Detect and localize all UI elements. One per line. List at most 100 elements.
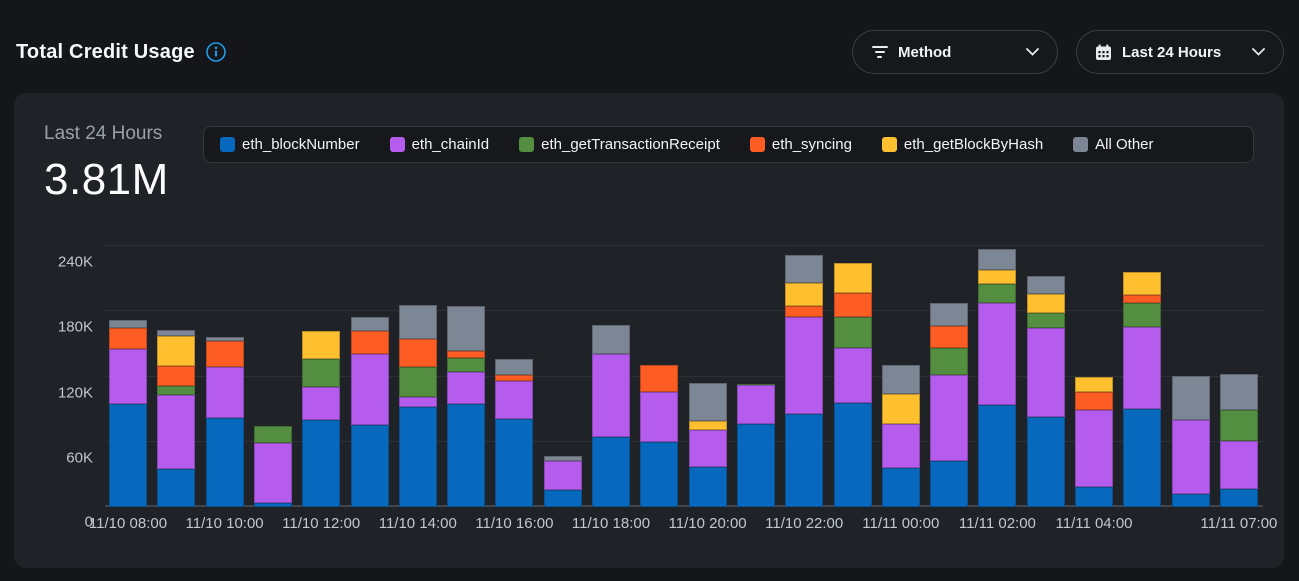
bar-column[interactable] [978, 249, 1017, 507]
bar-segment-eth-chainid[interactable] [833, 348, 872, 403]
method-filter-dropdown[interactable]: Method [852, 30, 1058, 74]
legend-item-eth-blocknumber[interactable]: eth_blockNumber [220, 136, 360, 153]
bar-segment-eth-gettransactionreceipt[interactable] [157, 386, 196, 396]
bar-segment-eth-gettransactionreceipt[interactable] [398, 366, 437, 398]
bar-segment-eth-chainid[interactable] [1171, 420, 1210, 494]
bar-column[interactable] [1075, 376, 1113, 507]
bar-segment-eth-chainid[interactable] [785, 316, 824, 414]
bar-segment-eth-syncing[interactable] [109, 327, 147, 350]
bar-segment-eth-blocknumber[interactable] [881, 467, 920, 507]
bar-segment-eth-blocknumber[interactable] [1075, 487, 1113, 507]
bar-segment-eth-chainid[interactable] [592, 353, 630, 438]
time-range-dropdown[interactable]: Last 24 Hours [1076, 30, 1284, 74]
bar-segment-eth-gettransactionreceipt[interactable] [253, 425, 292, 443]
bar-segment-eth-gettransactionreceipt[interactable] [302, 359, 341, 388]
legend-item-eth-syncing[interactable]: eth_syncing [749, 136, 852, 153]
bar-column[interactable] [736, 384, 775, 507]
bar-segment-eth-chainid[interactable] [1219, 440, 1258, 489]
bar-segment-eth-gettransactionreceipt[interactable] [1123, 302, 1162, 327]
bar-segment-eth-blocknumber[interactable] [785, 413, 824, 507]
bar-segment-eth-getblockbyhash[interactable] [302, 330, 341, 360]
bar-column[interactable] [302, 330, 341, 507]
bar-segment-eth-syncing[interactable] [785, 305, 824, 317]
bar-segment-eth-blocknumber[interactable] [592, 437, 630, 507]
bar-segment-eth-blocknumber[interactable] [640, 441, 679, 507]
bar-segment-eth-blocknumber[interactable] [398, 407, 437, 507]
bar-segment-eth-getblockbyhash[interactable] [785, 283, 824, 306]
legend-item-eth-getblockbyhash[interactable]: eth_getBlockByHash [881, 136, 1043, 153]
bar-segment-eth-getblockbyhash[interactable] [1026, 293, 1065, 314]
bar-segment-eth-blocknumber[interactable] [1026, 416, 1065, 507]
bar-column[interactable] [350, 316, 389, 507]
bar-segment-eth-syncing[interactable] [1123, 295, 1162, 303]
info-icon[interactable] [205, 41, 227, 63]
bar-segment-eth-chainid[interactable] [978, 302, 1017, 405]
bar-segment-eth-chainid[interactable] [736, 385, 775, 425]
bar-column[interactable] [543, 455, 582, 507]
bar-segment-eth-chainid[interactable] [881, 424, 920, 468]
bar-segment-eth-chainid[interactable] [447, 372, 486, 404]
bar-segment-all-other[interactable] [1026, 276, 1065, 294]
bar-segment-eth-getblockbyhash[interactable] [688, 421, 727, 430]
bar-segment-all-other[interactable] [398, 304, 437, 339]
bar-segment-all-other[interactable] [1219, 374, 1258, 411]
bar-segment-eth-blocknumber[interactable] [1123, 409, 1162, 507]
bar-segment-eth-syncing[interactable] [205, 340, 244, 367]
bar-segment-eth-syncing[interactable] [495, 375, 534, 381]
bar-segment-eth-chainid[interactable] [1026, 327, 1065, 417]
bar-segment-all-other[interactable] [109, 319, 147, 328]
bar-segment-eth-blocknumber[interactable] [157, 468, 196, 507]
bar-segment-eth-chainid[interactable] [398, 397, 437, 407]
bar-segment-eth-chainid[interactable] [205, 366, 244, 418]
bar-column[interactable] [495, 359, 534, 507]
bar-segment-eth-blocknumber[interactable] [495, 418, 534, 507]
bar-segment-eth-gettransactionreceipt[interactable] [1026, 313, 1065, 328]
bar-segment-eth-blocknumber[interactable] [543, 489, 582, 507]
bar-column[interactable] [930, 302, 969, 507]
bar-segment-all-other[interactable] [543, 455, 582, 462]
bar-segment-eth-getblockbyhash[interactable] [1075, 376, 1113, 392]
bar-segment-eth-chainid[interactable] [930, 375, 969, 462]
bar-segment-all-other[interactable] [785, 254, 824, 284]
bar-column[interactable] [833, 263, 872, 507]
bar-column[interactable] [447, 305, 486, 507]
bar-segment-eth-syncing[interactable] [447, 350, 486, 359]
bar-column[interactable] [1171, 375, 1210, 507]
bar-column[interactable] [205, 337, 244, 507]
bar-segment-eth-blocknumber[interactable] [978, 404, 1017, 507]
bar-segment-eth-chainid[interactable] [688, 429, 727, 467]
bar-segment-eth-blocknumber[interactable] [350, 425, 389, 507]
bar-segment-eth-chainid[interactable] [157, 395, 196, 469]
bar-segment-eth-getblockbyhash[interactable] [881, 394, 920, 425]
bar-segment-all-other[interactable] [157, 329, 196, 337]
bar-column[interactable] [640, 364, 679, 507]
bar-segment-eth-blocknumber[interactable] [302, 420, 341, 507]
bar-segment-all-other[interactable] [881, 364, 920, 395]
bar-segment-eth-chainid[interactable] [302, 387, 341, 420]
bar-segment-eth-chainid[interactable] [253, 442, 292, 503]
bar-segment-all-other[interactable] [350, 316, 389, 331]
bar-segment-all-other[interactable] [688, 383, 727, 422]
bar-segment-eth-getblockbyhash[interactable] [978, 270, 1017, 285]
bar-segment-eth-syncing[interactable] [833, 292, 872, 317]
bar-segment-eth-blocknumber[interactable] [1219, 488, 1258, 507]
legend-item-eth-gettransactionreceipt[interactable]: eth_getTransactionReceipt [519, 136, 720, 153]
bar-segment-eth-chainid[interactable] [543, 461, 582, 490]
bar-column[interactable] [1219, 374, 1258, 507]
bar-segment-eth-chainid[interactable] [350, 353, 389, 426]
bar-segment-eth-gettransactionreceipt[interactable] [736, 384, 775, 386]
bar-segment-all-other[interactable] [1171, 375, 1210, 421]
bar-segment-eth-syncing[interactable] [1075, 391, 1113, 411]
bar-segment-eth-chainid[interactable] [1123, 326, 1162, 410]
bar-segment-eth-gettransactionreceipt[interactable] [447, 358, 486, 373]
bar-segment-eth-blocknumber[interactable] [736, 424, 775, 507]
bar-segment-eth-gettransactionreceipt[interactable] [1219, 410, 1258, 441]
bar-segment-all-other[interactable] [495, 359, 534, 376]
bar-column[interactable] [785, 254, 824, 507]
bar-segment-eth-getblockbyhash[interactable] [1123, 272, 1162, 296]
bar-segment-eth-getblockbyhash[interactable] [157, 336, 196, 366]
bar-segment-all-other[interactable] [930, 302, 969, 327]
bar-segment-eth-getblockbyhash[interactable] [833, 263, 872, 293]
bar-column[interactable] [881, 364, 920, 507]
bar-segment-eth-chainid[interactable] [1075, 410, 1113, 488]
